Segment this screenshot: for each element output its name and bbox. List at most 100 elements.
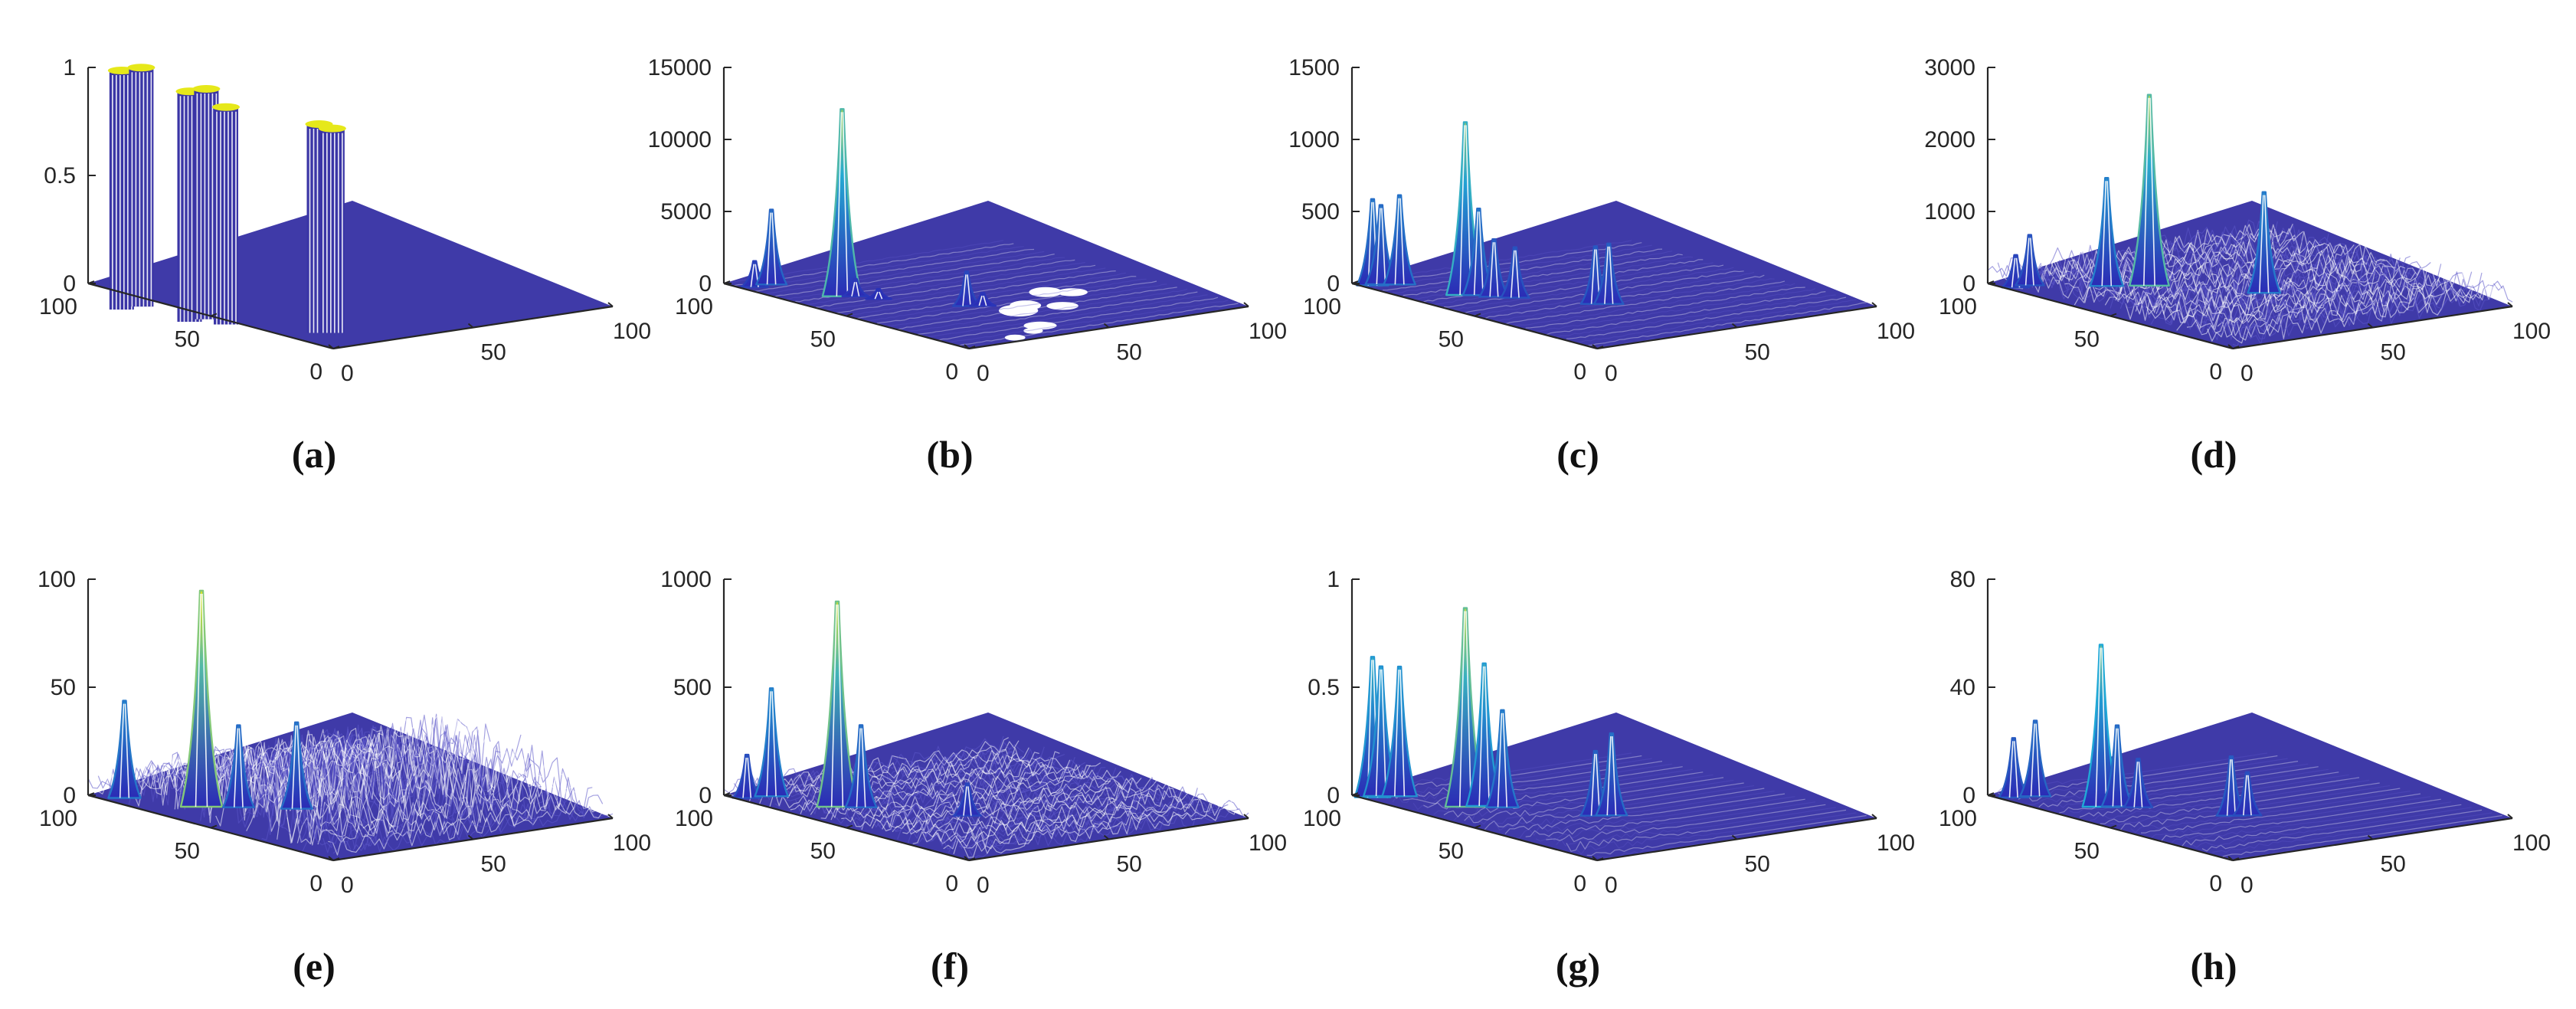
y-tick (846, 824, 853, 829)
peak-stripe (1399, 670, 1406, 797)
peak (844, 724, 878, 808)
peaks (732, 600, 982, 817)
surface-gap (1056, 288, 1088, 296)
mesh-line (2212, 812, 2493, 853)
peak-stripe (2030, 723, 2035, 797)
y-tick-label: 100 (675, 806, 713, 831)
peak-stripe (750, 264, 754, 287)
z-tick-label: 15000 (648, 55, 712, 80)
peak-stripe (1612, 736, 1617, 816)
mesh-line (907, 288, 1188, 333)
peak-cap (212, 103, 240, 111)
mesh-line (876, 280, 1157, 324)
peak-stripe (874, 291, 879, 300)
peaks (107, 589, 313, 810)
mesh-line (2166, 264, 2447, 323)
panel-label: (d) (2190, 433, 2237, 476)
peak-stripe (830, 604, 837, 808)
surface-floor (88, 201, 613, 349)
mesh-line (754, 248, 1035, 292)
mesh-line (1504, 280, 1786, 325)
peak-stripe (201, 593, 208, 808)
y-tick (332, 857, 340, 861)
peak-stripe (771, 212, 777, 285)
peak (816, 600, 859, 808)
mesh-line (118, 728, 399, 794)
y-tick-label: 100 (1939, 806, 1977, 831)
peak-cap (318, 124, 346, 133)
y-tick-label: 0 (1573, 871, 1586, 896)
peak-stripe (2231, 759, 2237, 816)
z-tick-label: 0 (699, 783, 712, 808)
z-tick-label: 10000 (648, 127, 712, 152)
x-tick-label: 50 (1117, 340, 1142, 365)
panel-label: (e) (293, 945, 336, 988)
y-tick-label: 100 (39, 294, 77, 319)
y-tick (1474, 824, 1481, 829)
y-tick (1596, 346, 1604, 349)
mesh-line (1525, 798, 1805, 837)
peak-stripe (962, 274, 967, 306)
peak (221, 724, 255, 808)
peak-stripe (1459, 125, 1465, 296)
peak-stripe (983, 295, 987, 306)
mesh-line (1556, 294, 1836, 339)
y-tick-label: 0 (2209, 359, 2222, 385)
z-tick-label: 0 (63, 271, 76, 296)
peak-stripe (1465, 125, 1471, 296)
x-tick-label: 100 (1877, 830, 1915, 856)
peak-stripe (2014, 741, 2018, 798)
mesh-line (322, 794, 604, 853)
mesh-line (1372, 758, 1652, 799)
mesh-line (1535, 801, 1816, 842)
x-tick (1731, 323, 1738, 329)
mesh-line (271, 750, 552, 834)
z-tick-label: 0 (63, 783, 76, 808)
mesh-line (2201, 272, 2483, 336)
mesh-line (922, 788, 1203, 844)
x-tick-label: 50 (1745, 852, 1770, 877)
peak-stripe (1494, 242, 1499, 297)
z-tick-label: 40 (1950, 675, 1975, 700)
peak (107, 699, 142, 799)
peak (2018, 719, 2052, 798)
mesh-line (958, 303, 1239, 346)
mesh-line (1525, 287, 1805, 329)
mesh-line (866, 278, 1147, 321)
peak-column (127, 64, 155, 307)
y-tick (723, 280, 731, 284)
y-tick-label: 0 (309, 359, 322, 385)
y-tick (87, 280, 95, 284)
x-tick (328, 856, 334, 861)
mesh-line (928, 294, 1208, 338)
mesh-line (948, 300, 1229, 344)
peak (968, 291, 997, 307)
y-tick (1351, 280, 1359, 284)
peak-stripe (2133, 762, 2139, 808)
peak-stripe (1484, 666, 1490, 806)
surface-gap (1023, 321, 1057, 330)
mesh-line (2119, 788, 2401, 830)
panel-label: (h) (2190, 945, 2237, 988)
peak-stripe (742, 757, 747, 798)
y-tick-label: 50 (2074, 327, 2100, 352)
mesh-line (1535, 288, 1816, 333)
peak-stripe (1515, 250, 1520, 298)
mesh-line (2084, 244, 2365, 303)
x-tick (1243, 302, 1249, 307)
y-tick-label: 0 (945, 871, 958, 896)
mesh-line (2201, 809, 2483, 852)
peak (841, 277, 870, 297)
mesh-line (1586, 814, 1867, 857)
peak-stripe (195, 593, 201, 808)
peak-stripe (1478, 666, 1484, 806)
peak-column (212, 103, 240, 325)
mesh-line (286, 768, 568, 845)
x-tick-label: 100 (2512, 319, 2551, 344)
peak-stripe (967, 786, 972, 816)
